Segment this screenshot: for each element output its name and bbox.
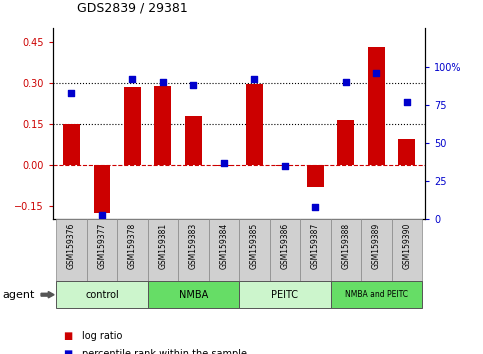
Text: GSM159378: GSM159378 — [128, 223, 137, 269]
Point — [251, 76, 258, 82]
Bar — [215, 165, 232, 166]
Text: GSM159377: GSM159377 — [98, 223, 106, 269]
Point — [281, 163, 289, 169]
Point — [128, 76, 136, 82]
Text: control: control — [85, 290, 119, 300]
Bar — [239, 219, 270, 281]
Point — [403, 99, 411, 104]
Text: GSM159388: GSM159388 — [341, 223, 350, 269]
Bar — [239, 281, 330, 308]
Bar — [86, 219, 117, 281]
Text: GSM159387: GSM159387 — [311, 223, 320, 269]
Text: ■: ■ — [63, 331, 72, 341]
Text: GSM159389: GSM159389 — [372, 223, 381, 269]
Text: GSM159386: GSM159386 — [280, 223, 289, 269]
Bar — [330, 281, 422, 308]
Point — [312, 204, 319, 210]
Text: GSM159384: GSM159384 — [219, 223, 228, 269]
Point — [159, 79, 167, 85]
Text: ■: ■ — [63, 349, 72, 354]
Bar — [246, 84, 263, 165]
Text: NMBA: NMBA — [179, 290, 208, 300]
Bar — [209, 219, 239, 281]
Bar — [63, 125, 80, 165]
Point — [342, 79, 350, 85]
Bar — [368, 47, 384, 165]
Point — [189, 82, 197, 88]
Text: percentile rank within the sample: percentile rank within the sample — [82, 349, 247, 354]
Bar — [330, 219, 361, 281]
Bar — [56, 219, 86, 281]
Point — [220, 160, 227, 166]
Bar — [117, 219, 148, 281]
Bar — [270, 219, 300, 281]
Bar — [338, 120, 354, 165]
Text: NMBA and PEITC: NMBA and PEITC — [345, 290, 408, 299]
Bar — [276, 165, 293, 166]
Bar — [300, 219, 330, 281]
Bar — [307, 165, 324, 187]
Bar — [94, 165, 110, 213]
Bar — [124, 87, 141, 165]
Point — [68, 90, 75, 95]
Bar — [398, 139, 415, 165]
Text: agent: agent — [2, 290, 35, 300]
Bar — [185, 116, 202, 165]
Text: GSM159390: GSM159390 — [402, 223, 411, 269]
Point — [372, 70, 380, 75]
Bar — [56, 281, 148, 308]
Bar — [361, 219, 392, 281]
Text: GSM159383: GSM159383 — [189, 223, 198, 269]
Point — [98, 212, 106, 218]
Text: log ratio: log ratio — [82, 331, 123, 341]
Bar — [148, 219, 178, 281]
Text: GSM159376: GSM159376 — [67, 223, 76, 269]
Text: GDS2839 / 29381: GDS2839 / 29381 — [77, 1, 188, 14]
Bar — [178, 219, 209, 281]
Bar — [148, 281, 239, 308]
Text: GSM159385: GSM159385 — [250, 223, 259, 269]
Bar — [392, 219, 422, 281]
Bar — [155, 86, 171, 165]
Text: GSM159381: GSM159381 — [158, 223, 168, 269]
Text: PEITC: PEITC — [271, 290, 298, 300]
